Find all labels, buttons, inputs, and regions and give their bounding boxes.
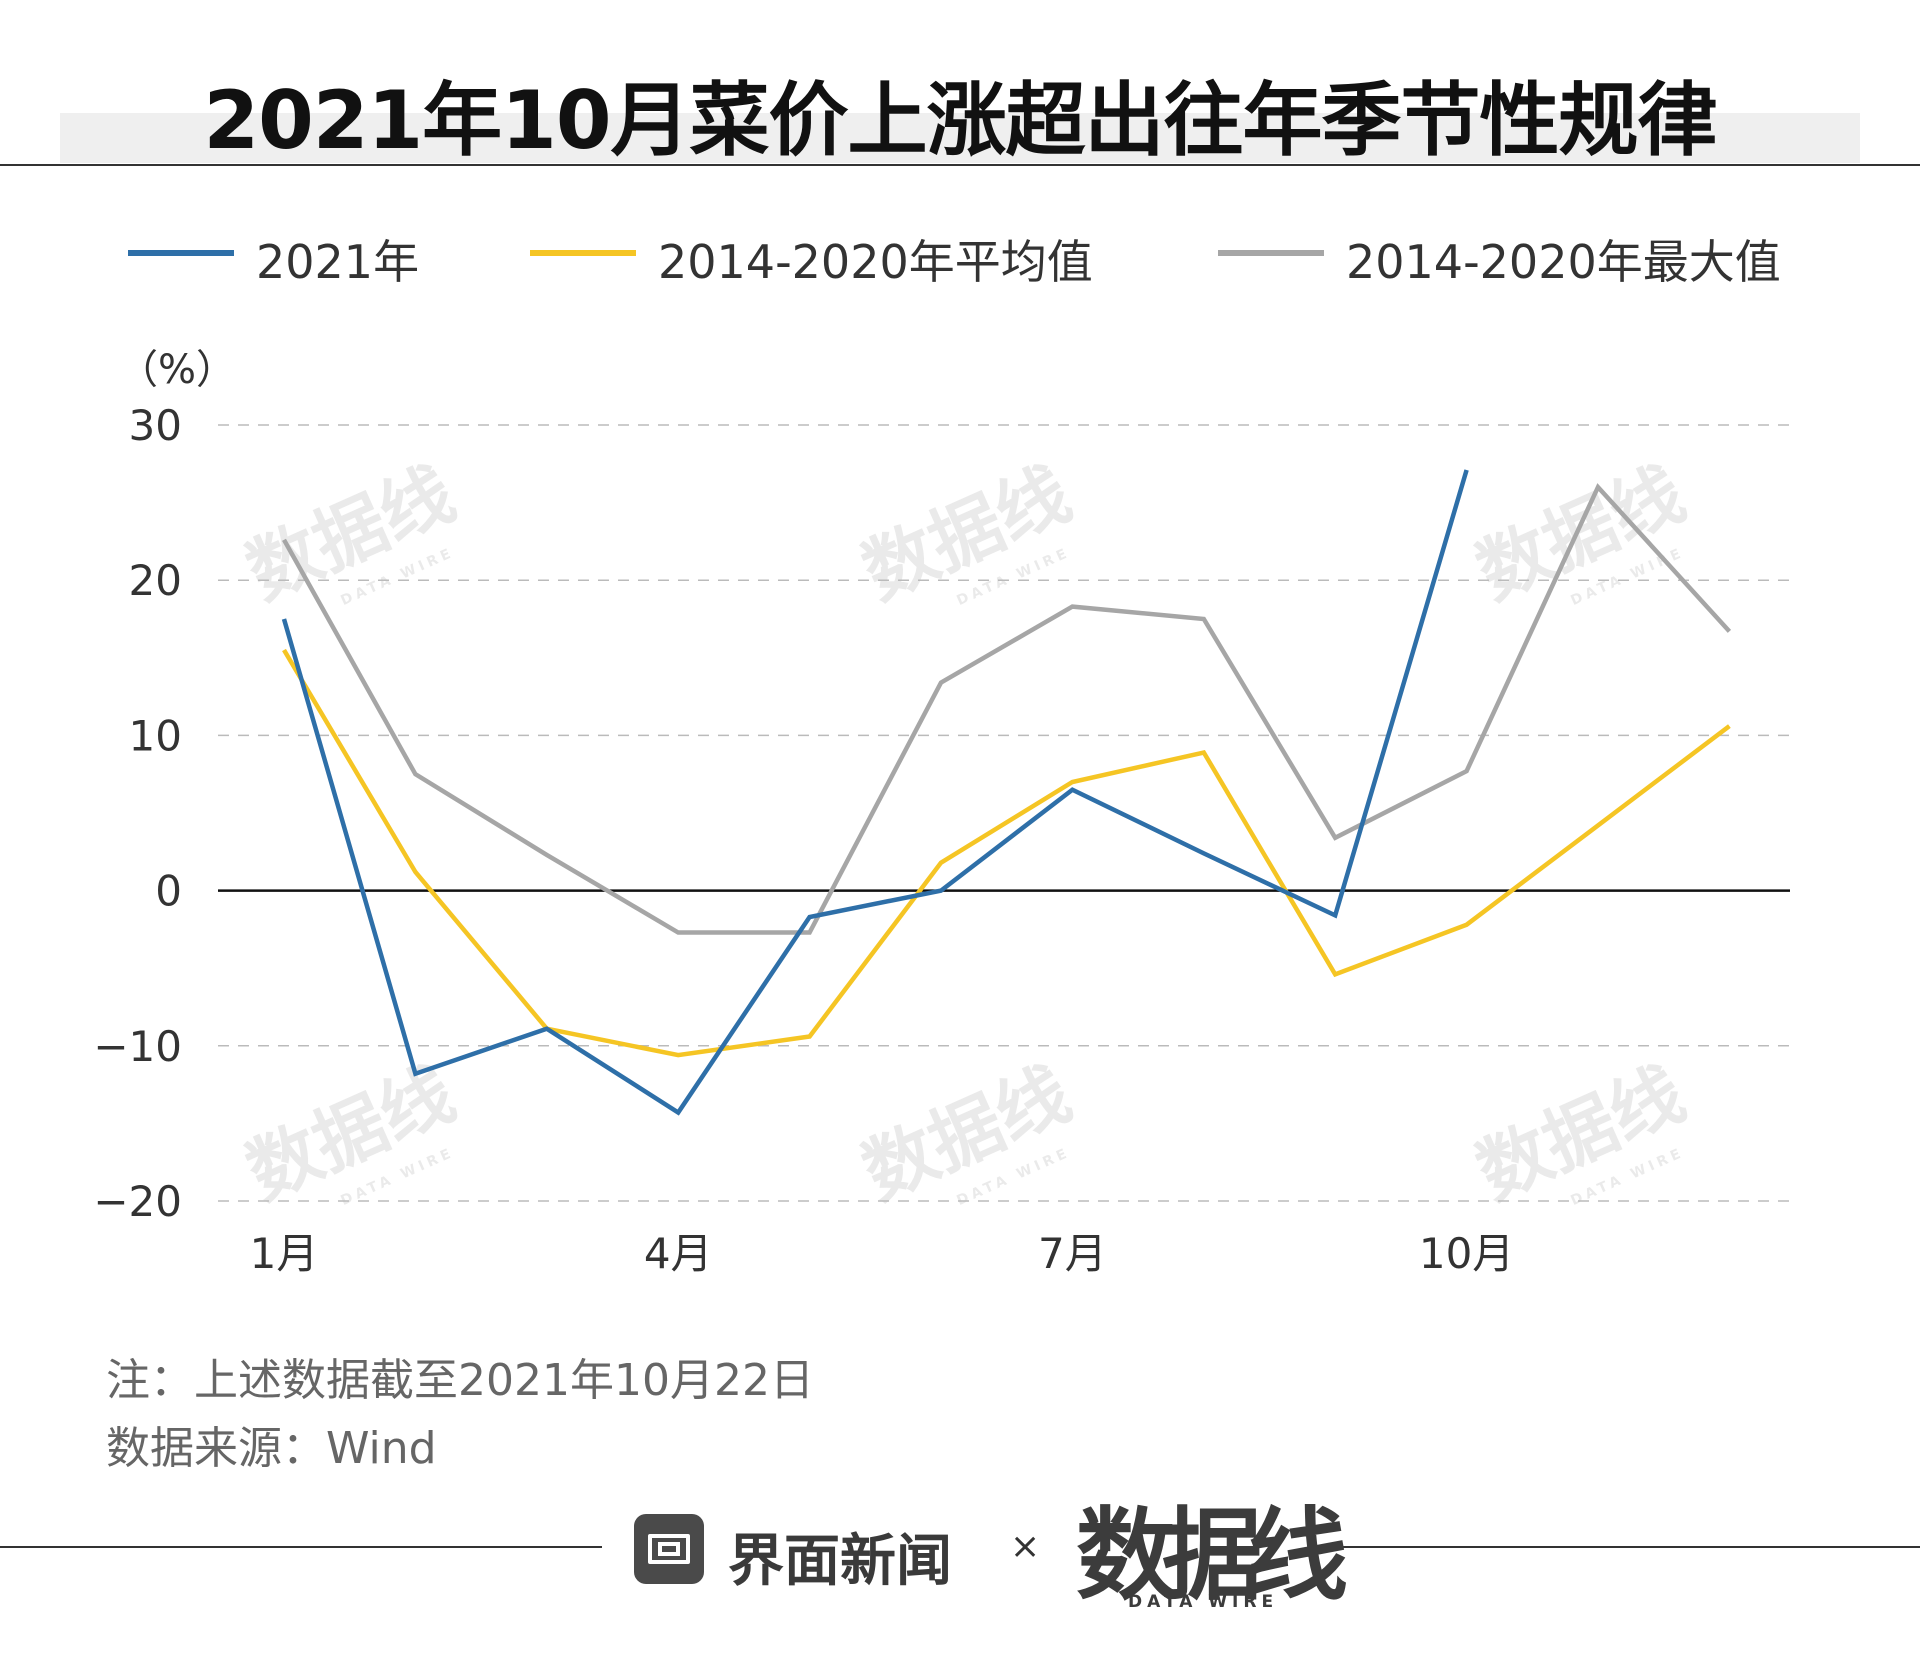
series-line-maximum [282, 483, 1732, 935]
y-tick-label: 10 [129, 711, 182, 760]
y-tick-label: −20 [93, 1177, 182, 1226]
y-tick-label: 30 [129, 401, 182, 450]
legend-swatch-maximum [1218, 250, 1324, 256]
title-band [60, 113, 1860, 163]
grid-lines [218, 424, 1790, 1202]
legend-label-maximum: 2014-2020年最大值 [1346, 235, 1781, 289]
legend-swatch-average [530, 250, 636, 256]
data-wire-logo-subtitle: DATA WIRE [1128, 1592, 1279, 1612]
brand-name: 界面新闻 [728, 1529, 952, 1594]
legend-label-average: 2014-2020年平均值 [658, 235, 1093, 289]
footer-rule-right [1326, 1546, 1920, 1548]
footer-rule-left [0, 1546, 602, 1548]
series-line-average [282, 648, 1731, 1058]
x-tick-label: 1月 [250, 1229, 319, 1278]
x-tick-label: 4月 [644, 1229, 713, 1278]
data-wire-logo: 数据线 DATA WIRE [1076, 1474, 1348, 1614]
jiemian-logo-icon [634, 1514, 704, 1584]
chart-title: 2021年10月菜价上涨超出往年季节性规律 [203, 74, 1718, 167]
note-cutoff: 注：上述数据截至2021年10月22日 [106, 1355, 814, 1406]
x-tick-label: 7月 [1038, 1229, 1107, 1278]
y-tick-label: 0 [155, 867, 182, 916]
legend-swatch-2021 [128, 250, 234, 256]
brand-separator: × [1010, 1526, 1041, 1567]
series-lines [281, 469, 1732, 1116]
data-wire-logo-mark: 数据线 [1076, 1497, 1348, 1614]
legend-label-2021: 2021年 [256, 235, 420, 289]
title-rule [0, 164, 1920, 166]
x-tick-label: 10月 [1419, 1229, 1514, 1278]
note-source: 数据来源：Wind [106, 1423, 437, 1474]
series-line-2021 [281, 469, 1469, 1116]
y-tick-label: −10 [93, 1022, 182, 1071]
y-axis-unit-label: （%） [118, 347, 236, 393]
y-tick-label: 20 [129, 556, 182, 605]
axis-labels: （%） 30 20 10 0 −10 −20 1月 4月 7月 10月 [93, 347, 1514, 1278]
